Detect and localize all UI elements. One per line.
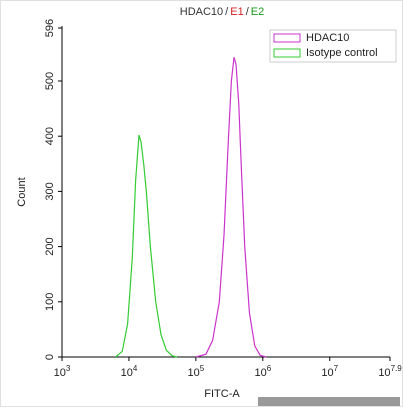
x-tick-exponent: 5 (200, 364, 205, 373)
x-tick-base: 10 (378, 367, 390, 379)
x-tick-label: 105 (188, 364, 205, 379)
x-tick-exponent: 6 (267, 364, 272, 373)
x-tick-exponent: 7 (334, 364, 339, 373)
y-tick-label: 100 (44, 293, 56, 311)
x-tick-exponent: 3 (66, 364, 71, 373)
legend-label: Isotype control (306, 47, 378, 59)
x-tick-base: 10 (121, 367, 133, 379)
y-tick-label: 500 (44, 72, 56, 90)
x-tick-label: 107.9 (378, 364, 402, 379)
x-tick-label: 104 (121, 364, 138, 379)
x-tick-base: 10 (321, 367, 333, 379)
legend-label: HDAC10 (306, 32, 349, 44)
y-tick-label: 596 (44, 19, 56, 37)
scrollbar (258, 397, 400, 406)
title-part: E2 (251, 6, 264, 18)
x-tick-exponent: 4 (133, 364, 138, 373)
x-tick-label: 107 (321, 364, 338, 379)
x-tick-exponent: 7.9 (391, 364, 403, 373)
title-part: HDAC10 (180, 6, 223, 18)
chart-title: HDAC10/E1/E2 (180, 6, 264, 18)
legend-swatch (273, 33, 301, 43)
y-tick-label: 0 (44, 354, 56, 360)
x-tick-base: 10 (254, 367, 266, 379)
title-part: / (246, 6, 250, 18)
y-axis-label: Count (16, 177, 28, 206)
x-tick-base: 10 (54, 367, 66, 379)
x-axis-label: FITC-A (204, 388, 240, 400)
title-part: / (225, 6, 229, 18)
histogram-line (195, 57, 267, 358)
legend-swatch (273, 48, 301, 58)
y-tick-label: 300 (44, 182, 56, 200)
x-tick-label: 103 (54, 364, 71, 379)
title-part: E1 (230, 6, 243, 18)
x-tick-label: 106 (254, 364, 271, 379)
y-tick-label: 400 (44, 127, 56, 145)
histogram-line (115, 134, 178, 358)
x-tick-base: 10 (188, 367, 200, 379)
y-tick-label: 200 (44, 237, 56, 255)
